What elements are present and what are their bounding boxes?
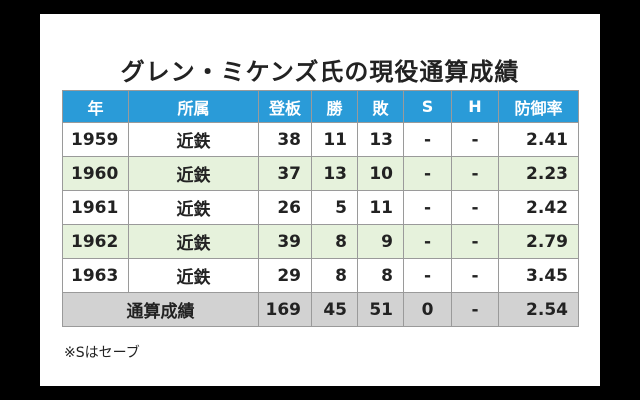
header-cell: 登板	[258, 90, 312, 123]
cell: 10	[357, 156, 404, 191]
cell: -	[451, 224, 499, 259]
total-cell: 169	[258, 292, 312, 327]
cell: 1959	[62, 122, 129, 157]
total-cell: 0	[403, 292, 452, 327]
cell: 近鉄	[128, 190, 259, 225]
cell: 近鉄	[128, 258, 259, 293]
cell: 9	[357, 224, 404, 259]
title: グレン・ミケンズ氏の現役通算成績	[120, 58, 520, 86]
cell: 11	[311, 122, 358, 157]
total-cell: 51	[357, 292, 404, 327]
cell: 8	[311, 224, 358, 259]
data-row: 1962 近鉄 39 8 9- -2.79	[62, 224, 579, 259]
cell: 11	[357, 190, 404, 225]
header-cell: H	[451, 90, 499, 123]
cell: 1963	[62, 258, 129, 293]
cell: -	[403, 156, 452, 191]
cell: 26	[258, 190, 312, 225]
cell: 39	[258, 224, 312, 259]
total-cell: 2.54	[498, 292, 579, 327]
data-row: 1963 近鉄 29 8 8- -3.45	[62, 258, 579, 293]
data-row: 1959 近鉄 38 11 13- -2.41	[62, 122, 579, 157]
cell: 37	[258, 156, 312, 191]
stats-table: 年所属 登板勝敗 S H 防御率 1959 近鉄 38 11 13- -2.41 1960 近鉄 37 13…	[62, 90, 579, 327]
header-cell: 防御率	[498, 90, 579, 123]
cell: -	[451, 122, 499, 157]
cell: 1962	[62, 224, 129, 259]
total-row: 通算成績 169 45 51 0-2.54	[62, 292, 579, 327]
note: ※Sはセーブ	[64, 345, 140, 361]
header-cell: 所属	[128, 90, 259, 123]
cell: 2.23	[498, 156, 579, 191]
cell: 13	[311, 156, 358, 191]
data-row: 1960 近鉄 37 13 10- -2.23	[62, 156, 579, 191]
cell: -	[451, 190, 499, 225]
cell: 1960	[62, 156, 129, 191]
total-label: 通算成績	[62, 292, 259, 327]
cell: 13	[357, 122, 404, 157]
cell: 2.79	[498, 224, 579, 259]
cell: 5	[311, 190, 358, 225]
data-row: 1961 近鉄 26 5 11- -2.42	[62, 190, 579, 225]
cell: 8	[311, 258, 358, 293]
cell: -	[403, 122, 452, 157]
cell: 近鉄	[128, 122, 259, 157]
cell: -	[403, 224, 452, 259]
header-row: 年所属 登板勝敗 S H 防御率	[62, 90, 579, 123]
total-cell: 45	[311, 292, 358, 327]
cell: 2.42	[498, 190, 579, 225]
cell: 1961	[62, 190, 129, 225]
cell: 8	[357, 258, 404, 293]
cell: 2.41	[498, 122, 579, 157]
cell: 29	[258, 258, 312, 293]
cell: -	[403, 190, 452, 225]
header-cell: 勝	[311, 90, 358, 123]
cell: 3.45	[498, 258, 579, 293]
cell: 近鉄	[128, 224, 259, 259]
cell: 38	[258, 122, 312, 157]
header-cell: S	[403, 90, 452, 123]
cell: -	[451, 258, 499, 293]
cell: -	[403, 258, 452, 293]
total-cell: -	[451, 292, 499, 327]
header-cell: 年	[62, 90, 129, 123]
cell: -	[451, 156, 499, 191]
cell: 近鉄	[128, 156, 259, 191]
header-cell: 敗	[357, 90, 404, 123]
panel: グレン・ミケンズ氏の現役通算成績 年所属 登板勝敗 S H 防御率 1959 近鉄 38 11 1…	[40, 14, 600, 386]
